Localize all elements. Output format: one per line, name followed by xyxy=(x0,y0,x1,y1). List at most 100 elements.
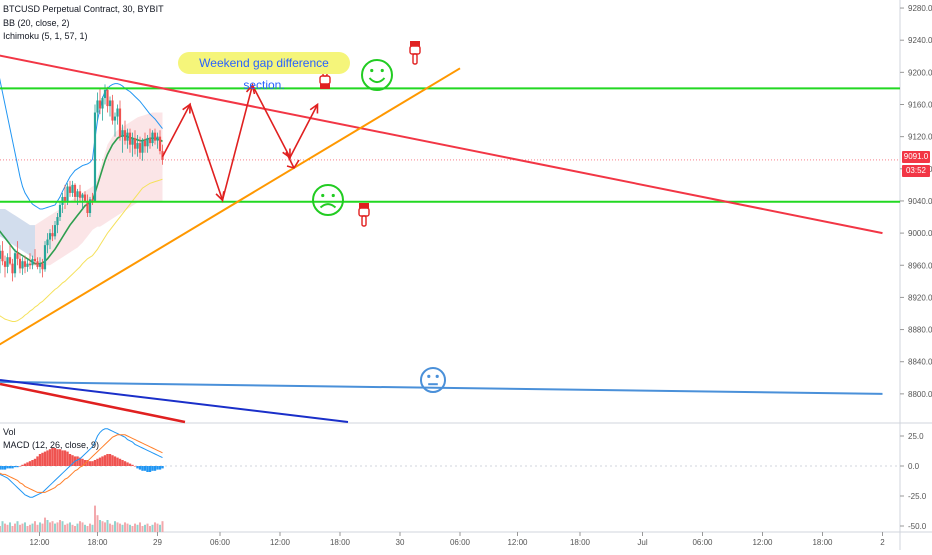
candle-body xyxy=(106,90,109,107)
weekend-gap-annotation: Weekend gap difference section. xyxy=(178,52,350,92)
macd-histogram-bar xyxy=(136,466,139,469)
volume-bar xyxy=(111,524,114,532)
y-tick-label: 8880.0 xyxy=(908,326,932,335)
macd-histogram-bar xyxy=(61,450,64,466)
x-tick-label: 29 xyxy=(153,538,162,547)
volume-bar xyxy=(59,520,61,532)
volume-bar xyxy=(89,523,91,532)
macd-histogram-bar xyxy=(146,466,149,472)
candle-body xyxy=(133,138,137,149)
macd-histogram-bar xyxy=(0,466,2,470)
x-tick-label: 06:00 xyxy=(450,538,471,547)
macd-histogram-bar xyxy=(118,458,122,466)
hand-finger xyxy=(361,215,367,227)
candle-body xyxy=(78,191,82,198)
candle-body xyxy=(103,90,107,99)
macd-signal-line xyxy=(0,434,163,493)
macd-histogram-bar xyxy=(96,458,99,466)
candle-body xyxy=(36,261,39,267)
hand-palm xyxy=(409,45,421,55)
volume-bar xyxy=(9,522,11,532)
projection-arrowhead xyxy=(215,191,225,202)
volume-bar xyxy=(21,523,24,532)
bollinger-upper-line xyxy=(0,77,163,210)
macd-histogram-bar xyxy=(161,466,164,469)
pointing-hand-icon xyxy=(409,41,421,65)
candle-body xyxy=(23,261,27,267)
macd-histogram-bar xyxy=(138,466,142,470)
volume-bar xyxy=(31,523,34,532)
descending-resistance-line xyxy=(0,54,883,235)
volume-bar xyxy=(154,522,156,532)
ichimoku-cloud-bullish xyxy=(0,208,35,259)
macd-histogram-bar xyxy=(56,449,59,466)
candle-body xyxy=(126,132,129,141)
macd-histogram-bar xyxy=(106,454,109,466)
x-tick-label: 18:00 xyxy=(812,538,833,547)
candle-body xyxy=(1,250,4,262)
macd-y-tick-label: 0.0 xyxy=(908,462,920,471)
macd-histogram-bar xyxy=(26,462,29,466)
macd-histogram-bar xyxy=(46,450,49,466)
macd-histogram-bar xyxy=(88,461,92,466)
macd-histogram-bar xyxy=(1,466,4,470)
candle-body xyxy=(6,257,9,267)
volume-bar xyxy=(61,521,64,532)
volume-bar xyxy=(139,522,141,532)
volume-bar xyxy=(19,524,21,532)
candle-body xyxy=(111,100,114,121)
macd-histogram-bar xyxy=(103,455,107,466)
volume-bar xyxy=(84,524,86,532)
candle-body xyxy=(58,204,62,218)
volume-bar xyxy=(36,524,39,532)
macd-histogram-bar xyxy=(66,451,69,466)
candle-body xyxy=(13,253,17,274)
macd-histogram-bar xyxy=(141,466,144,471)
candle-body xyxy=(141,140,144,153)
candle-body xyxy=(41,263,44,270)
volume-bar xyxy=(39,522,41,532)
y-tick-label: 9000.0 xyxy=(908,229,932,238)
volume-bar xyxy=(69,522,71,532)
volume-bar xyxy=(161,521,164,532)
volume-bar xyxy=(94,505,96,532)
macd-histogram-bar xyxy=(126,462,129,466)
candle-body xyxy=(83,194,87,201)
candle-body xyxy=(128,132,132,145)
macd-histogram-bar xyxy=(108,454,112,466)
volume-bar xyxy=(129,524,131,532)
volume-bar xyxy=(56,522,59,532)
hand-cuff xyxy=(410,41,420,46)
projection-arrowhead xyxy=(309,102,319,114)
candle-body xyxy=(16,253,19,259)
volume-bar xyxy=(116,522,119,532)
volume-bar xyxy=(79,521,81,532)
macd-histogram-bar xyxy=(153,466,157,471)
candle-body xyxy=(138,143,142,153)
macd-histogram-bar xyxy=(8,466,12,469)
macd-histogram-bar xyxy=(71,455,74,466)
macd-histogram-bar xyxy=(11,466,14,469)
y-tick-label: 9160.0 xyxy=(908,100,932,109)
face-outline xyxy=(361,59,393,91)
candle-body xyxy=(88,199,92,214)
volume-bar xyxy=(126,523,129,532)
macd-histogram-bar xyxy=(81,458,84,466)
macd-histogram-bar xyxy=(36,456,39,466)
macd-histogram-bar xyxy=(113,456,117,466)
macd-histogram-bar xyxy=(156,466,159,470)
volume-bar xyxy=(26,526,29,532)
y-tick-label: 9120.0 xyxy=(908,133,932,142)
macd-histogram-bar xyxy=(76,456,79,466)
macd-histogram-bar xyxy=(51,448,54,466)
macd-histogram-bar xyxy=(133,466,137,467)
macd-histogram-bar xyxy=(33,458,37,466)
candle-body xyxy=(151,132,154,144)
macd-histogram-bar xyxy=(21,464,24,466)
ichimoku-legend: Ichimoku (5, 1, 57, 1) xyxy=(3,31,88,41)
candle-body xyxy=(156,136,159,141)
macd-histogram-bar xyxy=(23,463,27,466)
candle-body xyxy=(53,225,57,237)
